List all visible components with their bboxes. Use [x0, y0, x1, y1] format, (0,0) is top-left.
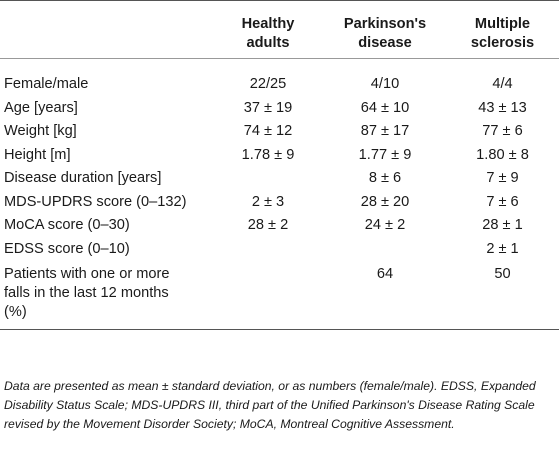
cell-healthy: 1.78 ± 9	[241, 146, 295, 163]
row-label: Patients with one or more falls in the l…	[0, 261, 212, 330]
demographics-table: Healthy adults Parkinson's disease Multi…	[0, 0, 559, 330]
cell-parkinsons: 24 ± 2	[364, 217, 406, 234]
row-label: Height [m]	[4, 146, 71, 163]
table-row: Patients with one or more falls in the l…	[0, 261, 559, 330]
table-row: EDSS score (0–10) 2 ± 1	[0, 238, 559, 262]
row-label: MoCA score (0–30)	[4, 217, 130, 234]
row-label: Disease duration [years]	[4, 170, 162, 187]
cell-healthy	[212, 167, 324, 191]
cell-ms: 43 ± 13	[478, 99, 527, 116]
header-line: Parkinson's	[343, 16, 427, 32]
cell-parkinsons: 64 ± 10	[360, 99, 410, 116]
table-row: Disease duration [years] 8 ± 6 7 ± 9	[0, 167, 559, 191]
header-line: Healthy	[241, 16, 295, 32]
row-label: MDS-UPDRS score (0–132)	[4, 193, 187, 210]
cell-ms: 7 ± 6	[486, 193, 519, 210]
row-label: Female/male	[4, 76, 89, 93]
cell-parkinsons: 28 ± 20	[360, 193, 410, 210]
cell-healthy: 74 ± 12	[243, 123, 293, 140]
cell-ms: 50	[446, 261, 559, 330]
header-line: sclerosis	[470, 35, 535, 51]
cell-healthy	[212, 238, 324, 262]
cell-healthy: 28 ± 2	[247, 217, 289, 234]
row-label: Weight [kg]	[4, 123, 77, 140]
table-footnote: Data are presented as mean ± standard de…	[4, 379, 536, 431]
header-row: Healthy adults Parkinson's disease Multi…	[0, 0, 559, 59]
cell-ms: 28 ± 1	[482, 217, 523, 234]
cell-ms: 2 ± 1	[486, 240, 519, 257]
cell-parkinsons	[324, 238, 446, 262]
cell-ms: 77 ± 6	[482, 123, 523, 140]
header-line: adults	[246, 35, 290, 51]
cell-ms: 1.80 ± 8	[476, 146, 529, 163]
table-row: MDS-UPDRS score (0–132) 2 ± 3 28 ± 20 7 …	[0, 191, 559, 215]
cell-healthy: 37 ± 19	[243, 99, 293, 116]
row-label: Age [years]	[4, 99, 78, 116]
cell-parkinsons: 8 ± 6	[368, 170, 402, 187]
cell-parkinsons: 1.77 ± 9	[358, 146, 412, 163]
cell-ms: 7 ± 9	[486, 170, 519, 187]
header-line: Multiple	[474, 16, 531, 32]
header-healthy-adults: Healthy adults	[212, 0, 324, 59]
row-label-line: Patients with one or more	[4, 266, 170, 282]
cell-ms: 4/4	[492, 76, 513, 93]
row-label-line: (%)	[4, 304, 27, 320]
header-parkinsons-disease: Parkinson's disease	[324, 0, 446, 59]
cell-healthy: 2 ± 3	[251, 193, 285, 210]
cell-parkinsons: 64	[324, 261, 446, 330]
header-line: disease	[358, 35, 412, 51]
header-multiple-sclerosis: Multiple sclerosis	[446, 0, 559, 59]
row-label-line: falls in the last 12 months	[4, 285, 169, 301]
cell-parkinsons: 87 ± 17	[360, 123, 410, 140]
cell-healthy	[212, 261, 324, 330]
table-row: MoCA score (0–30) 28 ± 2 24 ± 2 28 ± 1	[0, 214, 559, 238]
table-row: Height [m] 1.78 ± 9 1.77 ± 9 1.80 ± 8	[0, 144, 559, 168]
table-row: Weight [kg] 74 ± 12 87 ± 17 77 ± 6	[0, 120, 559, 144]
header-empty-cell	[0, 0, 212, 59]
table-row: Female/male 22/25 4/10 4/4	[0, 59, 559, 97]
table-row: Age [years] 37 ± 19 64 ± 10 43 ± 13	[0, 97, 559, 121]
cell-parkinsons: 4/10	[370, 76, 400, 93]
cell-healthy: 22/25	[249, 76, 287, 93]
row-label: EDSS score (0–10)	[4, 240, 130, 257]
